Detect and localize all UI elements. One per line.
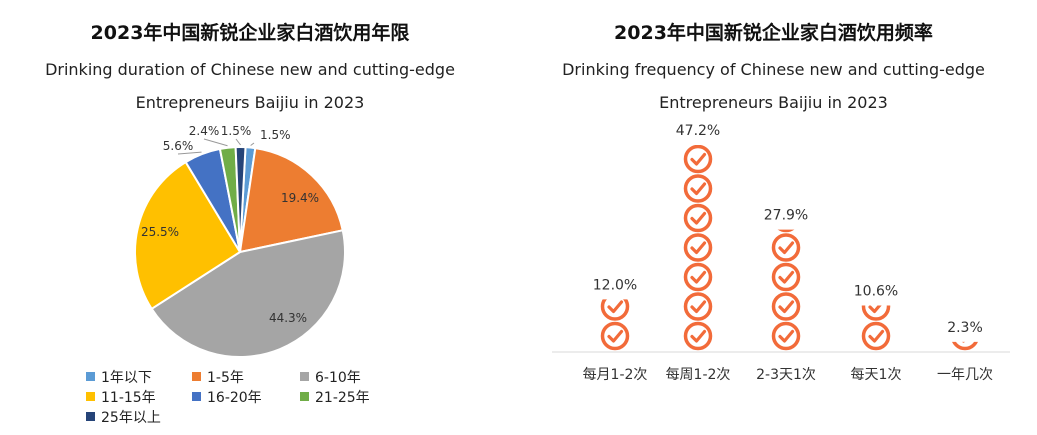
pie-chart: 1.5%19.4%44.3%25.5%5.6%2.4% 1.5% — [134, 124, 346, 358]
bar-value-label: 2.3% — [947, 320, 983, 336]
check-circle-icon — [683, 321, 713, 351]
legend-swatch — [86, 372, 95, 381]
legend-label: 1年以下 — [101, 370, 152, 386]
bar-value-label: 10.6% — [854, 284, 898, 300]
pie-value-label: 1.5% — [260, 128, 291, 142]
check-circle-icon — [777, 229, 795, 233]
bar-chart-panel: 2023年中国新锐企业家白酒饮用频率 Drinking frequency of… — [510, 0, 1037, 435]
pictorial-bar-chart: 12.0% 每月1-2次 47.2% 每周1-2次 27.9% 2-3天1次 10.6% 每天… — [552, 88, 1010, 383]
x-category-label: 2-3天1次 — [756, 367, 816, 383]
legend-label: 21-25年 — [315, 390, 370, 406]
legend-label: 11-15年 — [101, 390, 156, 406]
pie-legend-item: 25年以上 — [86, 407, 161, 427]
legend-swatch — [300, 372, 309, 381]
legend-swatch — [86, 412, 95, 421]
pie-value-label: 19.4% — [281, 191, 319, 205]
check-circle-icon — [771, 262, 801, 292]
check-circle-icon — [774, 176, 799, 201]
legend-label: 1-5年 — [207, 370, 244, 386]
pie-value-label: 2.4% — [189, 124, 220, 138]
pictorial-bar — [952, 294, 978, 351]
bar-value-label: 27.9% — [764, 208, 808, 224]
pie-value-label: 25.5% — [141, 225, 179, 239]
x-category-label: 一年几次 — [937, 367, 993, 383]
check-circle-icon — [953, 294, 978, 319]
pie-legend-item: 1-5年 — [192, 367, 244, 387]
legend-swatch — [192, 392, 201, 401]
legend-swatch — [86, 392, 95, 401]
pie-slice — [234, 146, 247, 253]
check-circle-icon — [683, 292, 713, 321]
bar-value-label: 12.0% — [593, 277, 637, 293]
pie-leader-line — [235, 138, 241, 146]
pie-slice — [238, 146, 344, 254]
check-circle-icon — [683, 145, 713, 174]
pie-chart-panel: 2023年中国新锐企业家白酒饮用年限 Drinking duration of … — [0, 0, 500, 435]
pie-value-label: 1.5% — [221, 124, 252, 138]
bar-value-label: 47.2% — [676, 123, 720, 139]
pie-slice — [150, 229, 346, 358]
check-circle-icon — [861, 321, 891, 351]
pictorial-bar — [771, 176, 801, 351]
pie-chart-subtitle-line1: Drinking duration of Chinese new and cut… — [45, 60, 455, 79]
x-category-label: 每周1-2次 — [666, 367, 731, 383]
pictorial-bar — [683, 88, 713, 351]
pie-legend-item: 21-25年 — [300, 387, 370, 407]
check-circle-icon — [771, 321, 801, 351]
x-category-label: 每天1次 — [851, 367, 902, 383]
legend-swatch — [192, 372, 201, 381]
x-category-label: 每月1-2次 — [583, 367, 648, 383]
check-circle-icon — [683, 262, 713, 292]
pie-value-label: 5.6% — [163, 139, 194, 153]
legend-label: 16-20年 — [207, 390, 262, 406]
bar-chart-subtitle-line2: Entrepreneurs Baijiu in 2023 — [659, 93, 888, 112]
check-circle-icon — [771, 292, 801, 321]
check-circle-icon — [952, 341, 978, 351]
bar-chart-title: 2023年中国新锐企业家白酒饮用频率 — [614, 22, 933, 44]
pie-value-label: 44.3% — [269, 311, 307, 325]
pie-leader-line — [250, 142, 255, 146]
pie-slice — [134, 160, 242, 311]
check-circle-icon — [861, 305, 891, 321]
legend-label: 25年以上 — [101, 410, 161, 426]
check-circle-icon — [683, 203, 713, 233]
legend-label: 6-10年 — [315, 370, 361, 386]
pie-chart-title: 2023年中国新锐企业家白酒饮用年限 — [90, 22, 410, 44]
check-circle-icon — [683, 174, 713, 203]
check-circle-icon — [600, 321, 630, 351]
pictorial-bar — [861, 305, 891, 351]
legend-swatch — [300, 392, 309, 401]
check-circle-icon — [771, 233, 801, 262]
pie-legend-item: 16-20年 — [192, 387, 262, 407]
bar-chart-subtitle-line1: Drinking frequency of Chinese new and cu… — [562, 60, 985, 79]
pie-legend-item: 1年以下 — [86, 367, 152, 387]
pictorial-bar — [600, 299, 630, 351]
check-circle-icon — [686, 88, 711, 113]
check-circle-icon — [600, 299, 630, 321]
pie-leader-line — [177, 151, 202, 155]
check-circle-icon — [683, 233, 713, 262]
pie-legend-item: 6-10年 — [300, 367, 361, 387]
pie-leader-line — [203, 138, 228, 147]
pie-legend-item: 11-15年 — [86, 387, 156, 407]
pie-chart-subtitle-line2: Entrepreneurs Baijiu in 2023 — [135, 93, 365, 112]
